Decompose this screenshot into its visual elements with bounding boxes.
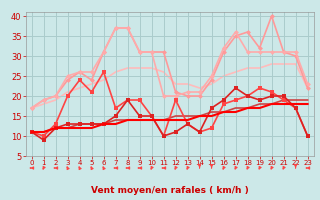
X-axis label: Vent moyen/en rafales ( km/h ): Vent moyen/en rafales ( km/h )	[91, 186, 248, 195]
